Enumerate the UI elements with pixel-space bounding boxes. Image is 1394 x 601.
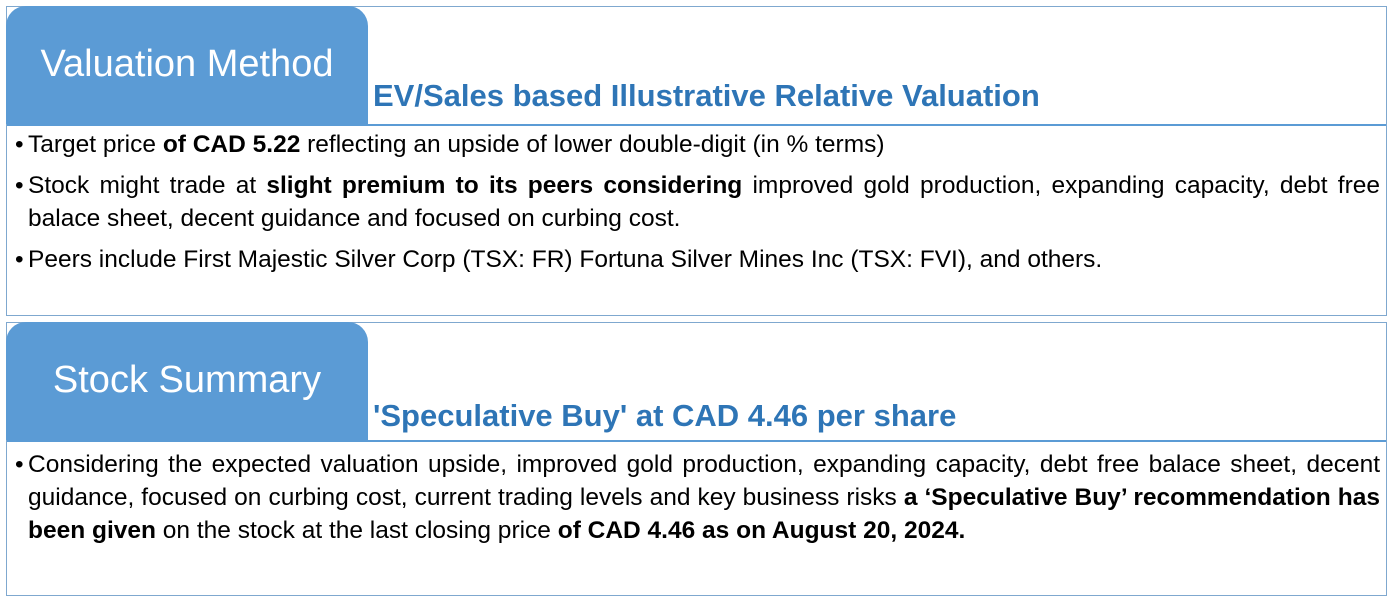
bullet-marker: • xyxy=(15,172,24,199)
bullet-text: Target price xyxy=(28,131,163,158)
summary-subtitle: 'Speculative Buy' at CAD 4.46 per share xyxy=(373,398,957,433)
bullet-text: Stock might trade at xyxy=(28,172,267,199)
bullet-marker: • xyxy=(15,451,24,478)
bullet-item: • Stock might trade at slight premium to … xyxy=(15,169,1380,235)
section-divider xyxy=(7,124,1386,126)
summary-bullet-list: • Considering the expected valuation upsi… xyxy=(15,448,1380,555)
section-divider xyxy=(7,440,1386,442)
valuation-method-tab: Valuation Method xyxy=(6,6,368,124)
bold-text: of CAD 4.46 as on August 20, 2024. xyxy=(557,517,966,544)
bullet-text: Peers include First Majestic Silver Corp… xyxy=(28,246,1103,273)
bullet-item: • Target price of CAD 5.22 reflecting an … xyxy=(15,128,1380,161)
bullet-item: • Considering the expected valuation upsi… xyxy=(15,448,1380,547)
bold-text: of CAD 5.22 xyxy=(162,131,301,158)
stock-summary-tab: Stock Summary xyxy=(6,322,368,440)
bullet-text: Considering the expected valuation upsid… xyxy=(28,451,1380,511)
bold-text: a ‘Speculative Buy’ recommendation has b… xyxy=(28,484,1380,544)
bullet-marker: • xyxy=(15,246,24,273)
bullet-item: • Peers include First Majestic Silver Cor… xyxy=(15,243,1380,276)
valuation-subtitle: EV/Sales based Illustrative Relative Val… xyxy=(373,78,1040,113)
stock-summary-section: Stock Summary 'Speculative Buy' at CAD 4… xyxy=(6,322,1387,596)
valuation-bullet-list: • Target price of CAD 5.22 reflecting an … xyxy=(15,128,1380,284)
valuation-method-section: Valuation Method EV/Sales based Illustra… xyxy=(6,6,1387,316)
bullet-text: on the stock at the last closing price xyxy=(155,517,558,544)
bold-text: slight premium to its peers considering xyxy=(266,172,743,199)
bullet-text: reflecting an upside of lower double-dig… xyxy=(300,131,885,158)
bullet-text: improved gold production, expanding capa… xyxy=(28,172,1381,232)
bullet-marker: • xyxy=(15,131,24,158)
